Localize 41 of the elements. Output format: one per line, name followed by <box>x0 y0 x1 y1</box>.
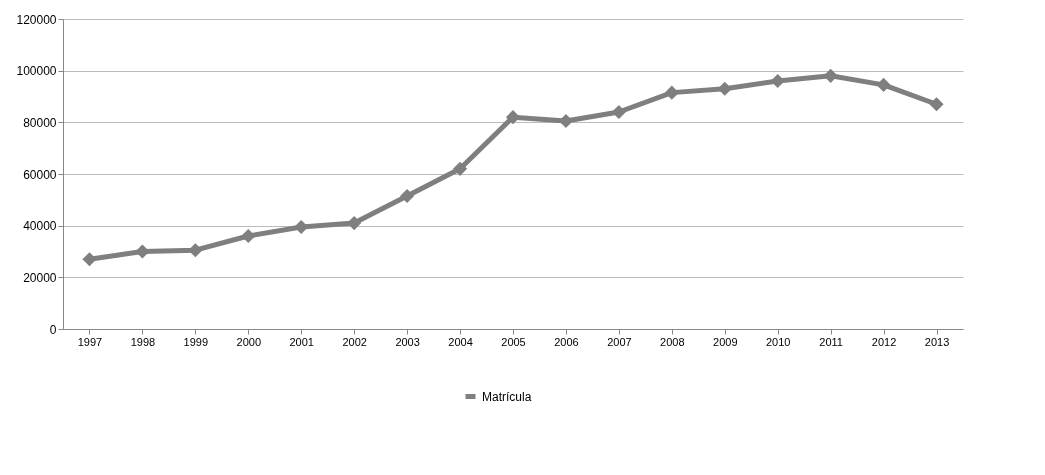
y-tick-label: 100000 <box>16 64 57 79</box>
point <box>717 81 732 96</box>
point <box>929 97 944 112</box>
y-tick-label: 20000 <box>23 270 57 285</box>
point <box>188 243 203 258</box>
x-tick-label: 1998 <box>130 335 156 348</box>
y-tick-label: 60000 <box>23 167 57 182</box>
point <box>452 161 468 176</box>
x-tick-label: 2010 <box>765 335 791 348</box>
x-tick-label: 2012 <box>871 335 897 348</box>
x-tick-label: 2002 <box>342 335 367 348</box>
point <box>400 188 415 204</box>
point <box>611 104 626 120</box>
y-tick-label: 40000 <box>23 219 57 234</box>
y-tick-label: 0 <box>49 322 57 337</box>
point <box>505 110 521 125</box>
x-tick-label: 2013 <box>924 335 950 348</box>
x-tick-label: 2009 <box>713 335 738 348</box>
point <box>347 216 362 231</box>
x-tick-label: 2001 <box>289 335 314 348</box>
x-tick-label: 2011 <box>819 335 843 348</box>
point <box>823 68 838 83</box>
x-tick-label: 2004 <box>448 335 473 348</box>
point <box>82 252 97 267</box>
point <box>664 85 679 100</box>
y-tick-label: 120000 <box>16 12 57 27</box>
x-tick-label: 2005 <box>501 335 526 348</box>
x-tick-label: 2003 <box>395 335 420 348</box>
x-tick-label: 2007 <box>607 335 632 348</box>
point <box>241 228 256 244</box>
point <box>135 244 150 259</box>
x-tick-label: 1999 <box>183 335 209 348</box>
point <box>876 77 891 92</box>
x-tick-label: 1997 <box>77 335 103 348</box>
x-tick-label: 2000 <box>236 335 262 348</box>
x-tick-label: 2006 <box>554 335 579 348</box>
y-tick-label: 80000 <box>23 115 57 130</box>
x-tick-label: 2008 <box>660 335 685 348</box>
point <box>770 73 785 89</box>
point <box>294 219 309 235</box>
legend-label: Matrícula <box>482 389 532 404</box>
